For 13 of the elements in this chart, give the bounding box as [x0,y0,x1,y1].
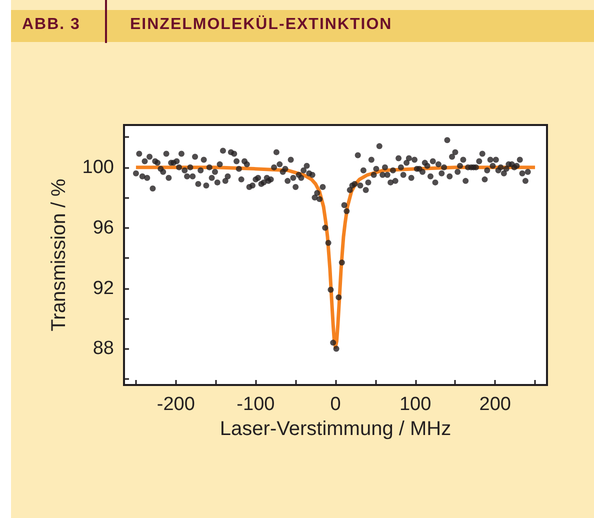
x-tick-label: 100 [399,394,432,415]
x-tick-label: -200 [156,394,195,415]
y-tick-label: 88 [92,338,114,360]
y-tick-label: 96 [92,217,114,238]
x-axis-title: Laser-Verstimmung / MHz [220,418,452,440]
y-tick-label: 100 [82,156,114,178]
y-axis-title: Transmission / % [48,178,70,332]
chart-subtitle: EINZELMOLEKÜL-EXTINKTION [130,16,392,34]
y-tick-label: 92 [92,278,114,299]
x-tick-label: 200 [479,394,511,415]
x-tick-label: 0 [330,394,341,415]
x-tick-label: -100 [236,394,275,415]
chart-title: ABB. 3 [22,16,80,34]
